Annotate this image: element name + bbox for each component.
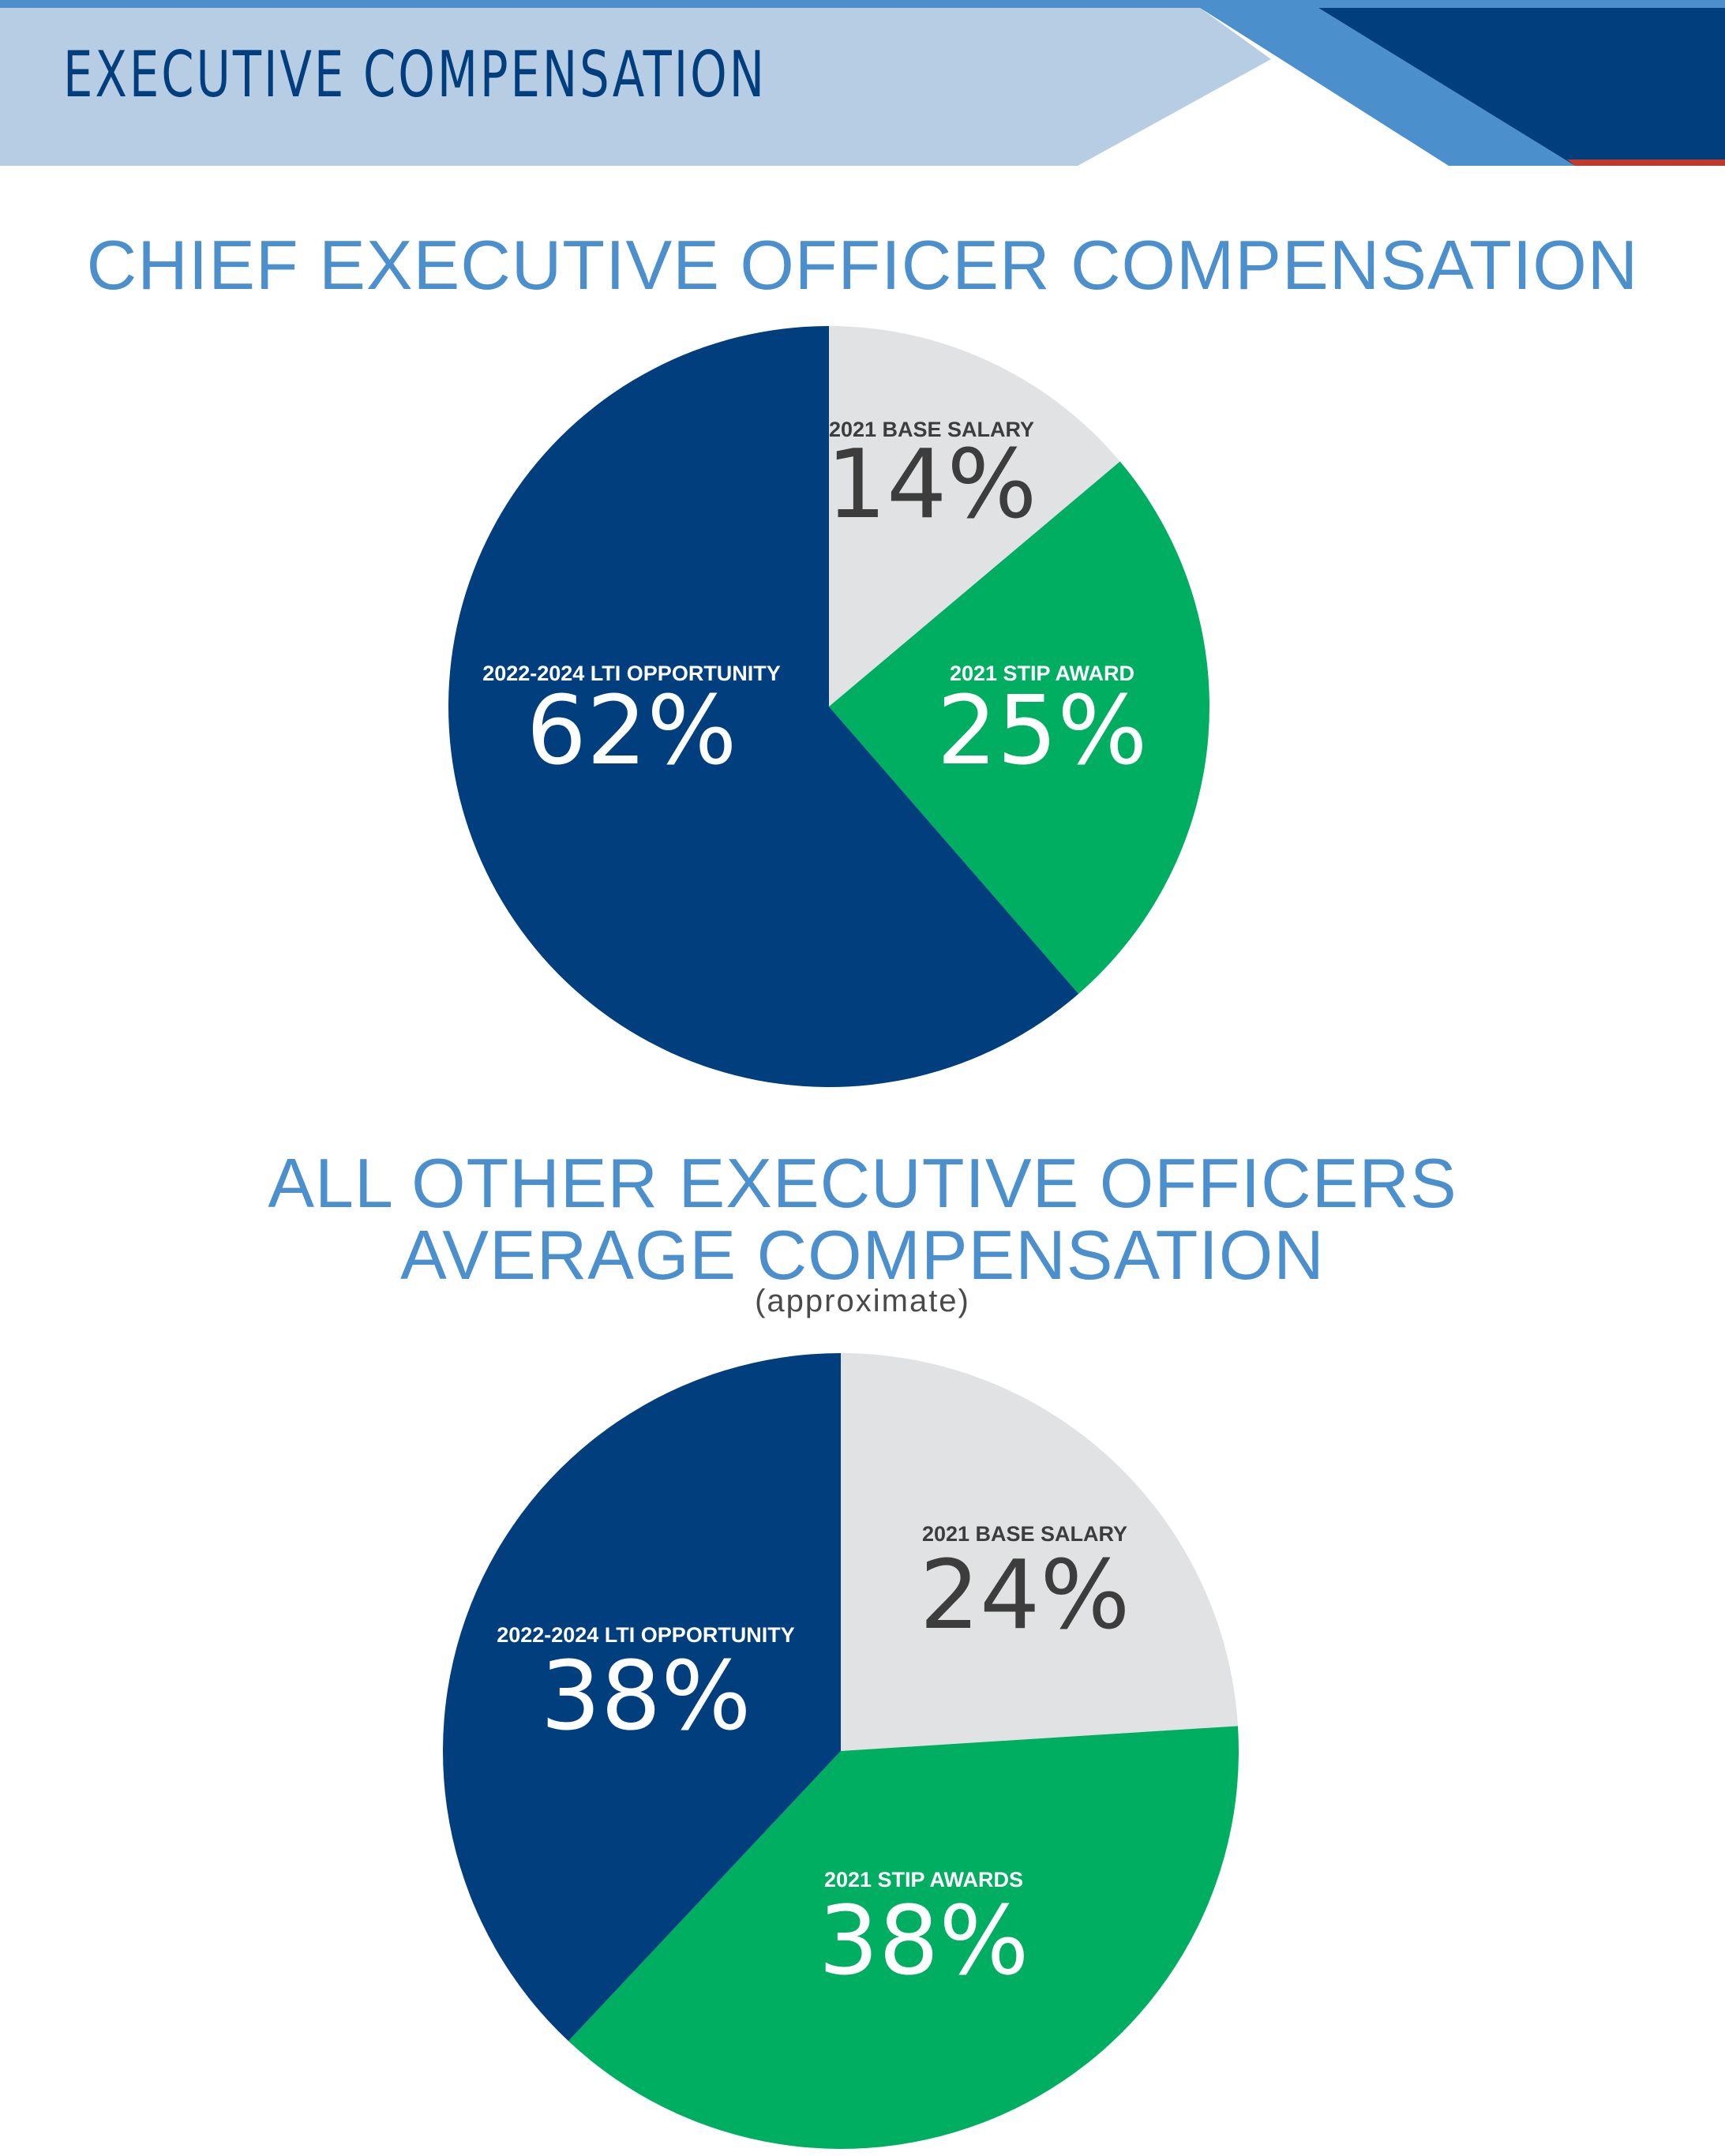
officers-chart-title: ALL OTHER EXECUTIVE OFFICERS [268, 1144, 1457, 1222]
section-header: EXECUTIVE COMPENSATION [0, 0, 1725, 166]
officers-slice-label-2022-2024-lti-opportunity: 2022-2024 LTI OPPORTUNITY [497, 1623, 795, 1647]
officers-pie-slice-2022-2024-lti-opportunity [442, 1353, 841, 2042]
ceo-pie-slice-2021-base-salary [829, 326, 1120, 707]
ceo-slice-value-2021-base-salary: 14% [827, 430, 1037, 540]
header-mid-stripe [1200, 8, 1575, 166]
ceo-slice-label-2022-2024-lti-opportunity: 2022-2024 LTI OPPORTUNITY [482, 662, 781, 685]
ceo-chart-title: CHIEF EXECUTIVE OFFICER COMPENSATION [86, 226, 1639, 304]
header-light-band [0, 8, 1271, 166]
header-dark-block [1318, 8, 1725, 166]
section-label: EXECUTIVE COMPENSATION [63, 38, 767, 111]
header-banner-graphic [0, 0, 1725, 166]
officers-slice-value-2021-stip-awards: 38% [819, 1887, 1029, 1997]
officers-slice-value-2022-2024-lti-opportunity: 38% [541, 1642, 752, 1752]
officers-slice-label-2021-base-salary: 2021 BASE SALARY [922, 1522, 1127, 1546]
officers-pie-slice-2021-base-salary [841, 1353, 1239, 1751]
ceo-pie-slice-2021-stip-award [829, 461, 1209, 994]
header-red-accent [1567, 159, 1725, 166]
ceo-pie-slice-2022-2024-lti-opportunity [448, 326, 1079, 1087]
ceo-slice-value-2021-stip-award: 25% [937, 677, 1148, 786]
officers-chart-title-line2: AVERAGE COMPENSATION [400, 1216, 1325, 1294]
officers-chart-subtitle: (approximate) [755, 1284, 970, 1318]
officers-slice-label-2021-stip-awards: 2021 STIP AWARDS [824, 1868, 1023, 1892]
ceo-slice-value-2022-2024-lti-opportunity: 62% [527, 677, 737, 786]
officers-pie-slice-2021-stip-awards [568, 1726, 1239, 2150]
ceo-slice-label-2021-stip-award: 2021 STIP AWARD [950, 662, 1134, 685]
ceo-slice-label-2021-base-salary: 2021 BASE SALARY [829, 418, 1034, 441]
header-top-rule [0, 0, 1725, 8]
officers-slice-value-2021-base-salary: 24% [920, 1541, 1131, 1651]
